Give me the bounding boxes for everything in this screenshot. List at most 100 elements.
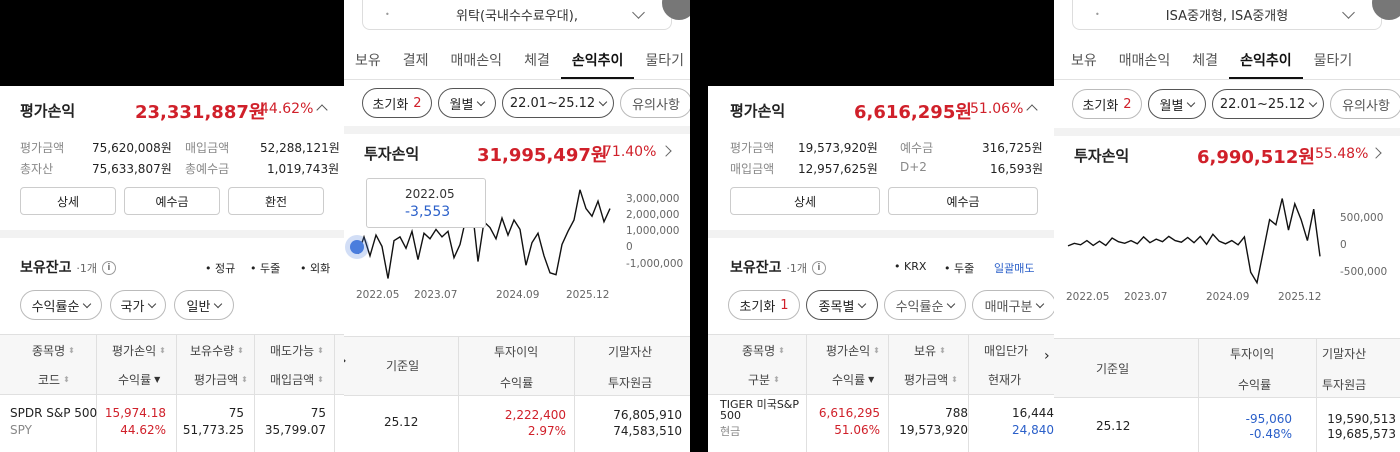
eval-pl-label: 평가손익 [730,102,786,120]
tab-trade-pl[interactable]: 매매손익 [1118,53,1171,69]
tab-settlement[interactable]: 결제 [402,53,429,69]
reset-filter-button[interactable]: 초기화 2 [362,88,432,118]
eval-pl-amount: 23,331,887원 [135,102,266,123]
deposit-button[interactable]: 예수금 [124,187,220,215]
notice-button[interactable]: 유의사항 [1330,89,1400,119]
stat-value: 75,620,008원 [92,141,172,155]
row-rate: 51.06% [834,423,880,437]
row-pl: 15,974.18 [104,406,166,420]
chevron-right-icon[interactable] [660,145,672,157]
tab-pl-trend[interactable]: 손익추이 [560,42,635,79]
col-header-type[interactable]: 구분 ⬍ [748,373,780,387]
series-line [1067,198,1321,285]
collapse-icon[interactable] [1026,104,1038,116]
col-header-buy[interactable]: 매입금액 ⬍ [270,373,324,387]
detail-button[interactable]: 상세 [20,187,116,215]
pl-trend-chart[interactable] [1054,180,1400,300]
tooltip-value: -3,553 [405,204,451,220]
invest-pl-pct: 55.48% [1315,146,1369,162]
stat-label: 총자산 [20,162,54,176]
col-header-rate[interactable]: 수익률 ▼ [118,373,161,387]
tab-holdings[interactable]: 보유 [355,53,381,69]
stat-value: 12,957,625원 [798,162,878,176]
range-select[interactable]: 22.01~25.12 [502,88,614,118]
filter-sort[interactable]: 수익률순 [20,290,102,320]
filter-by-stock[interactable]: 종목별 [806,290,878,320]
chevron-down-icon [1342,6,1355,19]
filter-type[interactable]: 일반 [174,290,234,320]
info-icon[interactable]: i [101,261,116,275]
col-header-name[interactable]: 종목명 ⬍ [32,344,75,358]
floating-button[interactable] [1372,0,1400,20]
period-select[interactable]: 월별 [438,88,496,118]
row-date: 25.12 [1096,419,1131,433]
x-tick: 2023.07 [1124,291,1168,303]
account-selector[interactable]: • 위탁(국내수수료우대), [362,0,672,30]
scroll-left-icon[interactable]: › [344,353,347,369]
reset-filter-button[interactable]: 초기화 1 [728,290,800,320]
floating-button[interactable] [662,0,690,20]
col-header-qty[interactable]: 보유수량 ⬍ [190,344,244,358]
row-name-2: 500 [720,409,741,422]
col-header-avg-price[interactable]: 매입단가 [984,344,1029,358]
col-header-sellable[interactable]: 매도가능 ⬍ [270,344,324,358]
col-header-principal: 투자원금 [1322,378,1367,392]
period-select[interactable]: 월별 [1148,89,1206,119]
y-tick: 0 [1340,239,1347,251]
chevron-right-icon[interactable] [1370,147,1382,159]
notice-button[interactable]: 유의사항 [620,88,690,118]
detail-button[interactable]: 상세 [730,187,880,215]
stat-label: 매입금액 [730,162,775,176]
invest-pl-amount: 6,990,512원 [1197,147,1315,168]
col-header-end-asset: 기말자산 [1322,347,1367,361]
stat-value: 16,593원 [990,162,1044,176]
tab-pl-trend[interactable]: 손익추이 [1229,42,1303,79]
x-tick: 2025.12 [1278,291,1322,303]
holdings-title: 보유잔고 ·1개 i [20,257,116,277]
info-icon[interactable]: i [811,261,826,275]
filter-sort[interactable]: 수익률순 [884,290,966,320]
invest-pl-pct: 71.40% [603,144,657,160]
section-divider [708,230,1054,238]
tab-executions[interactable]: 체결 [524,53,550,69]
filter-country[interactable]: 국가 [110,290,166,320]
toggle-two-line[interactable]: • 두줄 [944,262,975,275]
account-selector[interactable]: • ISA중개형, ISA중개형 [1072,0,1382,30]
tab-averaging[interactable]: 물타기 [645,53,684,69]
tab-executions[interactable]: 체결 [1192,53,1219,69]
col-header-eval[interactable]: 평가금액 ⬍ [904,373,958,387]
bulk-sell-link[interactable]: 일괄매도 [994,262,1035,275]
tab-holdings[interactable]: 보유 [1071,53,1097,69]
tab-bar: 보유 매매손익 체결 손익추이 물타기 [1054,42,1400,80]
eval-pl-pct: 51.06% [970,101,1024,117]
col-header-name[interactable]: 종목명 ⬍ [742,344,785,358]
chevron-down-icon [83,299,92,308]
col-header-pl[interactable]: 평가손익 ⬍ [112,344,166,358]
scroll-right-icon[interactable]: › [1044,348,1050,364]
toggle-fx[interactable]: • 외화 [300,262,331,275]
tab-trade-pl[interactable]: 매매손익 [450,53,503,69]
col-header-qty[interactable]: 보유 ⬍ [914,344,946,358]
filter-trade-type[interactable]: 매매구분 [972,290,1054,320]
col-header-code[interactable]: 코드 ⬍ [38,373,70,387]
stat-value: 316,725원 [982,141,1043,155]
toggle-krx[interactable]: • KRX [894,260,927,273]
col-header-pl[interactable]: 평가손익 ⬍ [826,344,880,358]
reset-filter-button[interactable]: 초기화 2 [1072,89,1142,119]
col-header-rate[interactable]: 수익률 ▼ [832,373,875,387]
collapse-icon[interactable] [316,104,328,116]
toggle-two-line[interactable]: • 두줄 [250,262,281,275]
range-select[interactable]: 22.01~25.12 [1212,89,1324,119]
col-header-eval[interactable]: 평가금액 ⬍ [194,373,248,387]
toggle-regular[interactable]: • 정규 [205,262,236,275]
tab-averaging[interactable]: 물타기 [1313,53,1353,69]
deposit-button[interactable]: 예수금 [888,187,1038,215]
exchange-button[interactable]: 환전 [228,187,324,215]
panel-domestic-holdings: 평가손익 23,331,887원 44.62% 평가금액 75,620,008원… [0,86,344,452]
col-header-current[interactable]: 현재가 [988,373,1022,387]
stat-value: 19,573,920원 [798,141,878,155]
y-tick: -1,000,000 [626,258,684,270]
section-divider [344,126,690,134]
chevron-down-icon [1036,299,1045,308]
invest-pl-amount: 31,995,497원 [477,145,608,166]
